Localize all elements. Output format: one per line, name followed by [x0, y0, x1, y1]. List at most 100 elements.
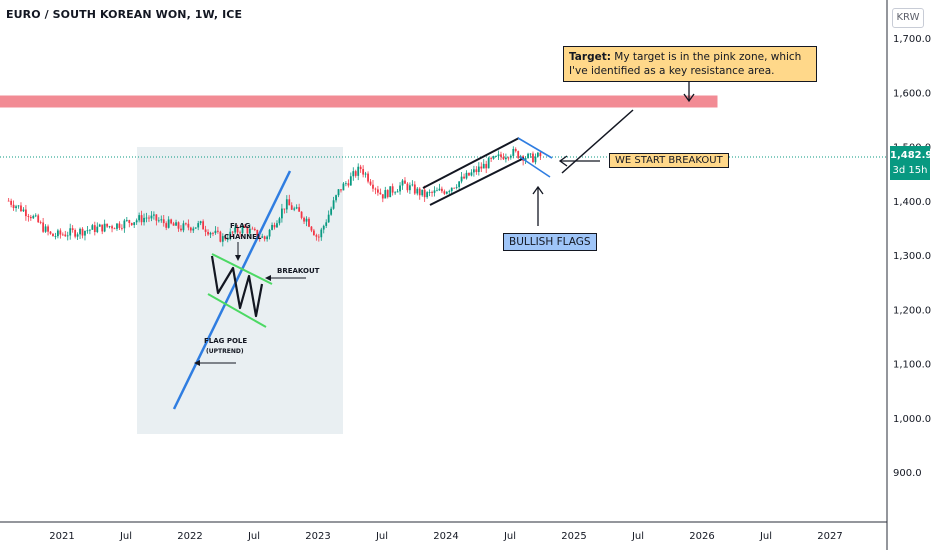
current-flag-upper[interactable] — [517, 137, 553, 159]
candle-body — [509, 155, 512, 158]
candle-body — [534, 156, 537, 163]
candle-body — [472, 169, 475, 173]
candle-body — [22, 209, 25, 212]
resistance-zone[interactable] — [0, 95, 718, 108]
candle-body — [145, 217, 148, 219]
candle-body — [428, 192, 431, 193]
time-tick-label: 2023 — [305, 531, 330, 542]
candle-body — [470, 172, 473, 176]
candle-body — [32, 215, 35, 219]
candle-body — [327, 214, 330, 223]
candle-body — [440, 188, 443, 192]
candle-body — [236, 227, 239, 233]
candle-body — [251, 228, 254, 230]
candle-body — [283, 208, 286, 210]
price-tick-label: 900.0 — [893, 468, 922, 479]
time-tick-label: 2021 — [49, 531, 74, 542]
time-tick-label: Jul — [119, 531, 132, 542]
we-start-breakout-arrowhead — [558, 155, 568, 167]
we-start-breakout-label[interactable]: WE START BREAKOUT — [609, 153, 729, 168]
candle-body — [155, 214, 158, 221]
bullish-channel-lower[interactable] — [429, 157, 525, 206]
price-tick-label: 1,700.0 — [893, 34, 931, 45]
candle-body — [485, 163, 488, 169]
candle-body — [394, 192, 397, 194]
candle-body — [463, 176, 465, 179]
candle-body — [140, 215, 143, 223]
candle-body — [91, 225, 94, 230]
candle-body — [219, 231, 222, 242]
candle-body — [263, 236, 266, 240]
time-axis[interactable]: 2021 Jul 2022 Jul 2023 Jul 2024 Jul 2025 Jul 2026 J… — [49, 531, 842, 542]
candle-body — [352, 171, 355, 177]
price-tick-label: 1,300.0 — [893, 251, 931, 262]
price-tick-label: 1,200.0 — [893, 305, 931, 316]
candle-body — [502, 156, 505, 160]
candle-body — [165, 223, 168, 228]
candle-body — [298, 207, 301, 212]
candle-body — [194, 227, 197, 229]
bullish-channel-upper[interactable] — [422, 137, 520, 189]
candle-body — [401, 180, 404, 186]
time-tick-label: 2026 — [689, 531, 714, 542]
candle-body — [199, 221, 202, 224]
last-price-value: 1,482.9 — [890, 150, 932, 161]
candle-body — [216, 230, 219, 232]
candle-body — [389, 186, 392, 198]
candle-body — [125, 220, 128, 221]
candle-body — [74, 229, 77, 237]
candle-body — [202, 221, 205, 230]
time-tick-label: 2027 — [817, 531, 842, 542]
flag-pole-arrowhead — [194, 360, 200, 366]
breakout-schematic-label: BREAKOUT — [277, 267, 320, 275]
candle-body — [239, 232, 241, 234]
candle-body — [438, 188, 441, 191]
flag-channel-label-2: CHANNEL — [224, 233, 262, 241]
candle-body — [386, 190, 389, 198]
price-tick-label: 1,400.0 — [893, 197, 931, 208]
currency-button[interactable]: KRW — [892, 8, 924, 28]
candle-body — [433, 190, 436, 193]
candle-body — [76, 234, 79, 237]
candle-body — [143, 217, 145, 223]
candle-body — [52, 233, 54, 237]
candle-body — [229, 231, 232, 240]
candle-body — [536, 152, 539, 157]
candle-body — [15, 206, 17, 208]
candle-body — [111, 226, 113, 229]
flag-pole-line[interactable] — [172, 170, 292, 410]
current-flag-lower[interactable] — [519, 156, 551, 178]
candle-body — [84, 230, 86, 236]
flag-channel-arrowhead — [235, 255, 241, 261]
bar-countdown: 3d 15h — [892, 165, 928, 176]
bullish-flags-label[interactable]: BULLISH FLAGS — [503, 233, 597, 251]
candle-body — [224, 236, 227, 240]
flag-channel-upper[interactable] — [211, 253, 273, 285]
candle-body — [182, 223, 185, 231]
candle-body — [184, 223, 187, 225]
candle-body — [431, 192, 433, 193]
candle-body — [20, 205, 22, 212]
candle-body — [47, 226, 49, 232]
candle-body — [312, 230, 315, 236]
price-tick-label: 1,000.0 — [893, 414, 931, 425]
candle-body — [315, 235, 318, 237]
candle-body — [276, 223, 278, 228]
candle-body — [170, 219, 173, 224]
candle-body — [177, 222, 180, 229]
candle-body — [305, 218, 308, 222]
candle-body — [273, 224, 276, 228]
candle-body — [27, 216, 30, 217]
candle-body — [421, 189, 424, 196]
candle-body — [266, 236, 269, 240]
flag-pole-label: FLAG POLE — [204, 337, 248, 345]
target-callout[interactable]: Target: My target is in the pink zone, w… — [563, 46, 817, 82]
time-tick-label: Jul — [759, 531, 772, 542]
candle-body — [81, 228, 84, 236]
candle-body — [411, 184, 414, 186]
candle-body — [445, 191, 448, 194]
flag-channel-lower[interactable] — [207, 293, 267, 328]
candle-body — [268, 229, 271, 237]
price-axis[interactable]: 1,700.01,600.01,500.01,400.01,300.01,200… — [893, 34, 931, 479]
